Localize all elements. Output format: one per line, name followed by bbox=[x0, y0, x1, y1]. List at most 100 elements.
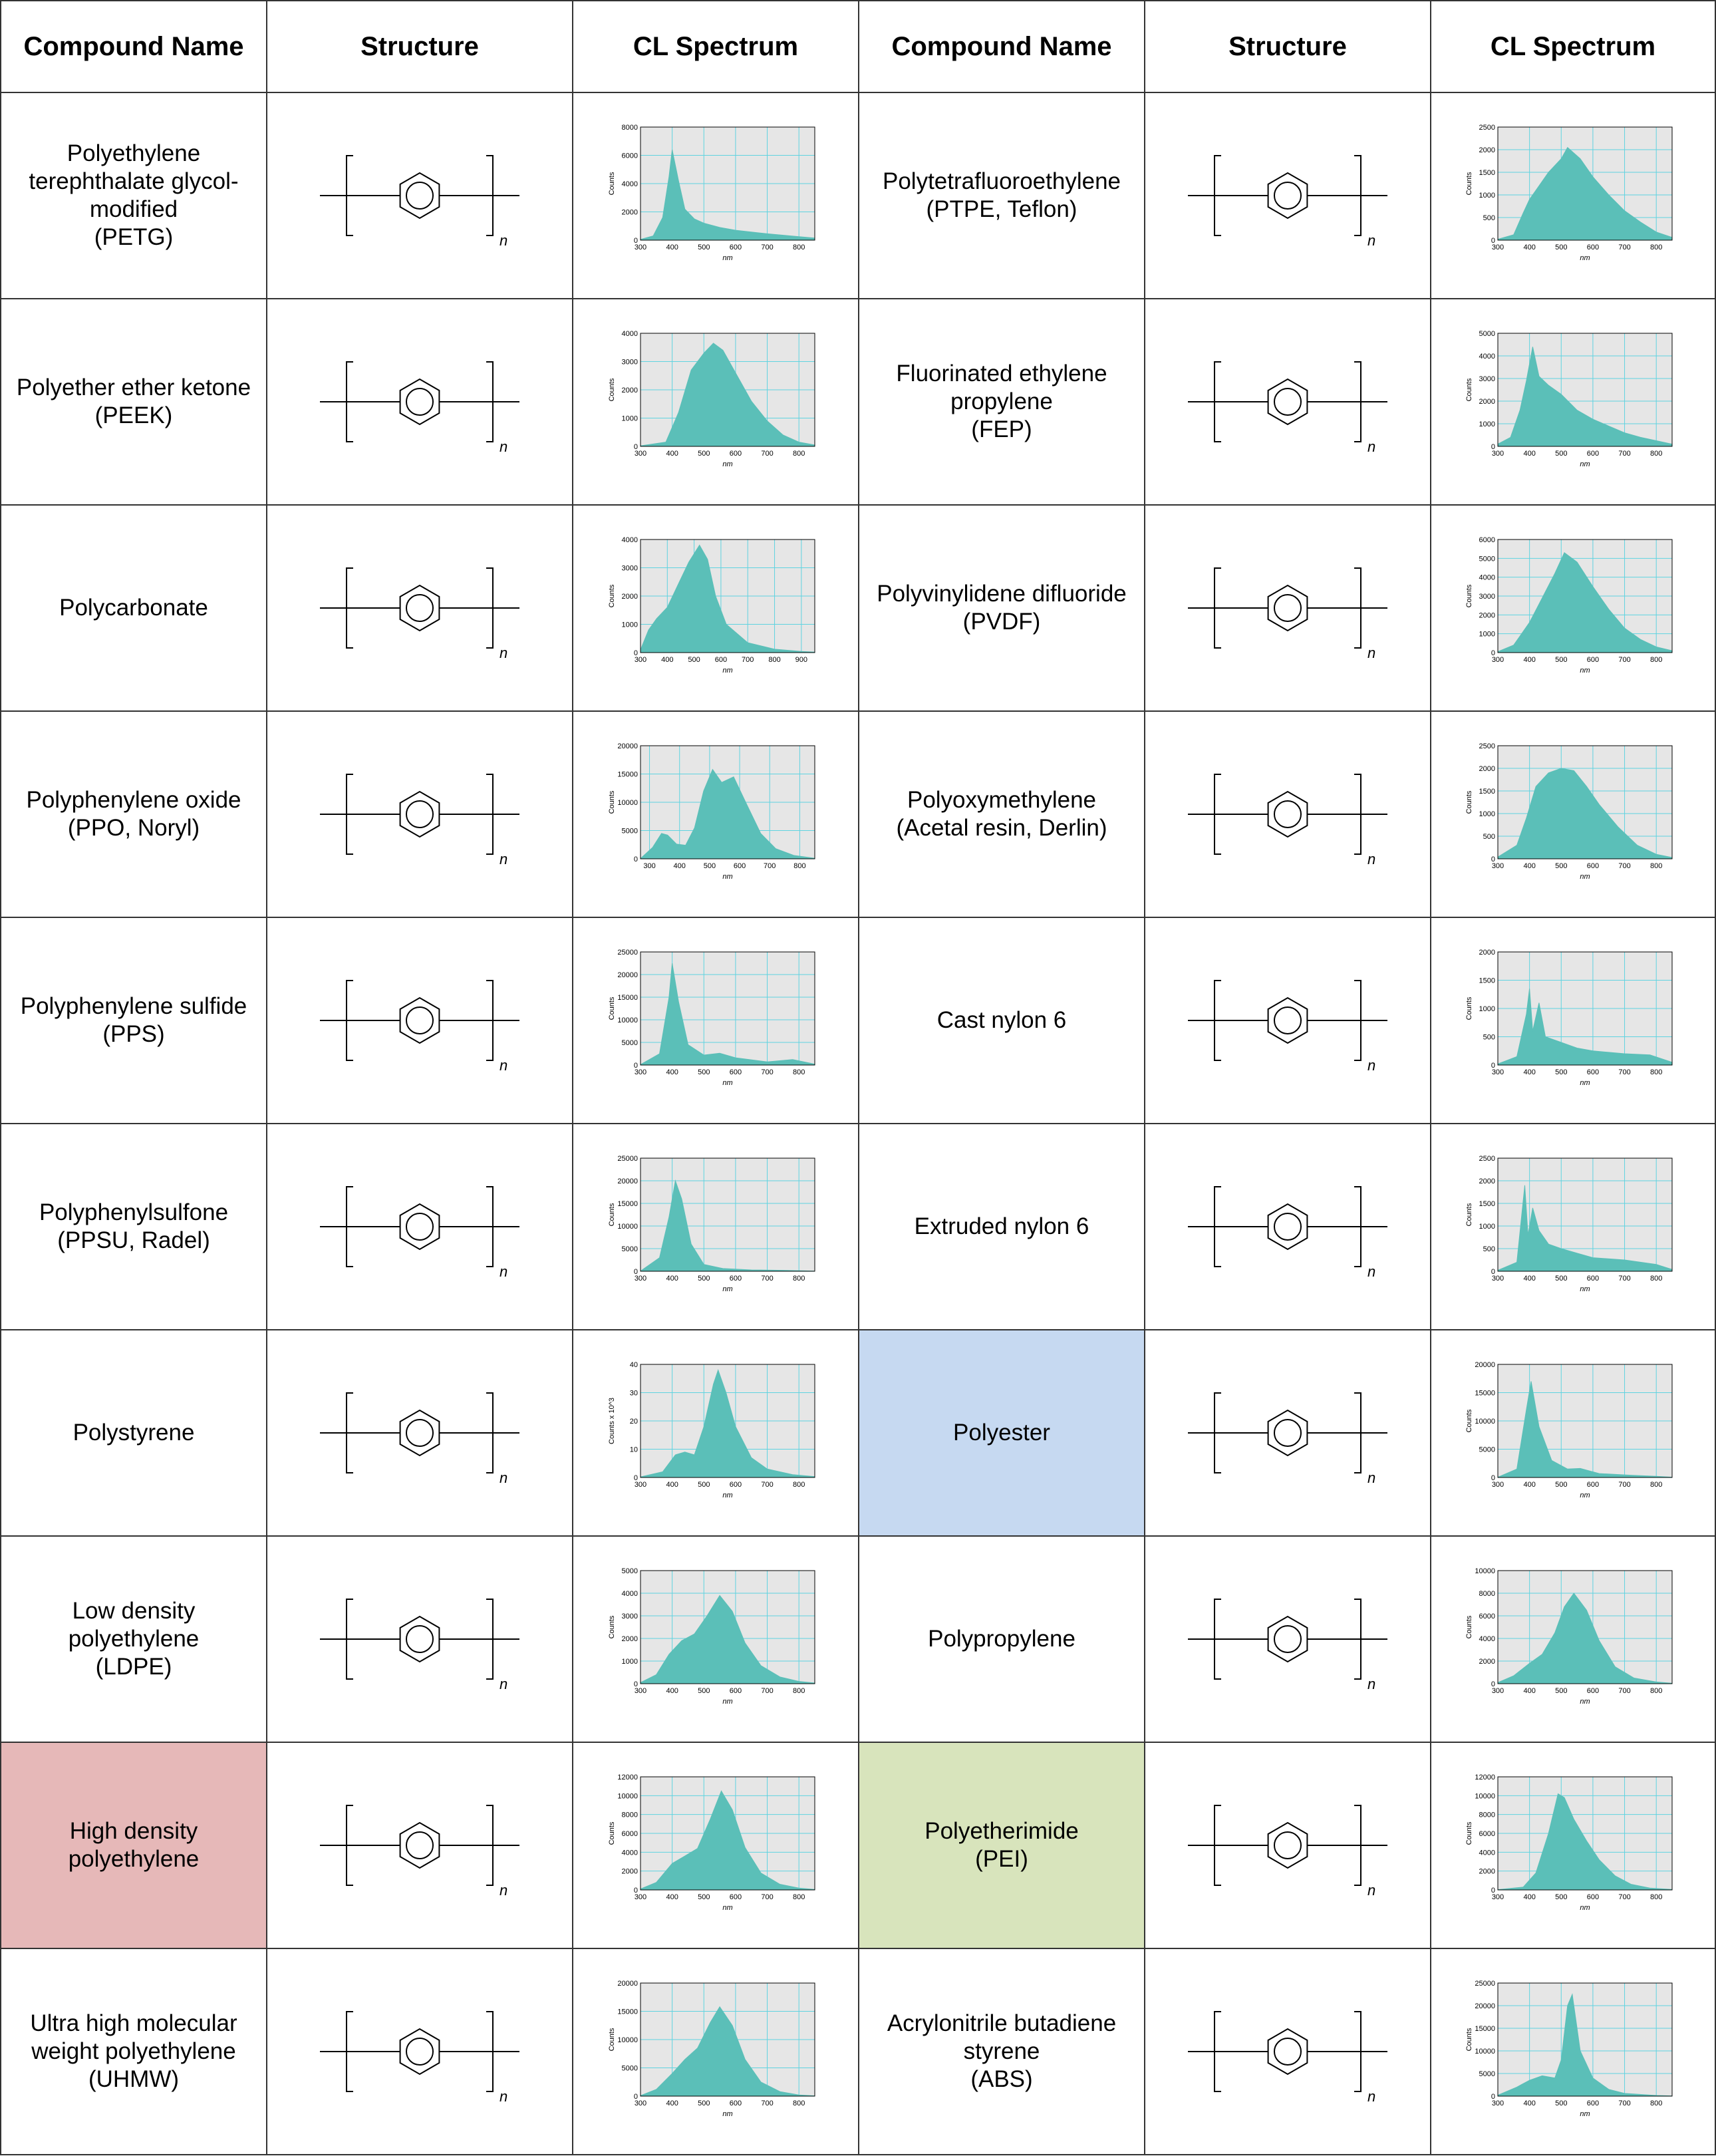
structure-drawing: n bbox=[320, 980, 519, 1074]
y-axis-label: Counts bbox=[1465, 584, 1473, 607]
spectrum-area bbox=[640, 1368, 815, 1478]
y-axis-label: Counts bbox=[1465, 997, 1473, 1020]
plot-frame bbox=[1497, 745, 1673, 859]
cl-spectrum-chart: 300 400 500 600 700 800 0 5000 10000 15000 20000 nm… bbox=[608, 742, 815, 881]
structure-cell: n bbox=[1144, 1948, 1431, 2155]
x-axis-label: nm bbox=[722, 1285, 732, 1293]
spectrum-cell: 300 400 500 600 700 800 0 5000 10000 15000 20000 nm… bbox=[572, 710, 859, 918]
structure-drawing: n bbox=[1188, 361, 1387, 455]
x-tick-label: 700 bbox=[761, 450, 773, 458]
spectrum-cell: 300 400 500 600 700 800 900 0 1000 2000 3000 4000 nm… bbox=[572, 504, 859, 712]
structure-drawing: n bbox=[320, 1805, 519, 1899]
x-tick-label: 400 bbox=[674, 862, 686, 870]
x-tick-label: 600 bbox=[1587, 656, 1599, 664]
y-tick-label: 0 bbox=[1491, 237, 1495, 245]
x-tick-label: 500 bbox=[698, 2099, 710, 2107]
cl-spectrum-chart: 300 400 500 600 700 800 900 0 1000 2000 3000 4000 nm… bbox=[608, 536, 815, 675]
x-tick-label: 400 bbox=[1523, 450, 1535, 458]
compound-name-cell: Polyphenylene oxide (PPO, Noryl) bbox=[0, 710, 267, 918]
cl-spectrum-chart: 300 400 500 600 700 800 0 500 1000 1500 2000 2500 nm… bbox=[1465, 742, 1673, 881]
structure-subscript: n bbox=[1367, 1469, 1375, 1486]
compound-name-cell: Polyphenylsulfone (PPSU, Radel) bbox=[0, 1123, 267, 1330]
structure-drawing: n bbox=[320, 361, 519, 455]
cl-spectrum-chart: 300 400 500 600 700 8000200040006000800010000… bbox=[1465, 1773, 1673, 1912]
x-axis-label: nm bbox=[722, 254, 732, 262]
y-tick-label: 2000 bbox=[622, 1635, 638, 1643]
compound-name-cell: Polystyrene bbox=[0, 1329, 267, 1537]
x-tick-label: 300 bbox=[635, 1893, 646, 1901]
compound-name-cell: Acrylonitrile butadiene styrene (ABS) bbox=[858, 1948, 1145, 2155]
x-tick-label: 500 bbox=[698, 1893, 710, 1901]
spectrum-area bbox=[640, 1790, 815, 1891]
y-tick-label: 10 bbox=[630, 1446, 638, 1454]
compound-name-cell: Polyethylene terephthalate glycol- modif… bbox=[0, 92, 267, 299]
x-axis-label: nm bbox=[722, 1904, 732, 1912]
cl-spectrum-chart: 300 400 500 600 700 800 0 5000 10000 15000 20000 25… bbox=[608, 949, 815, 1087]
header-compound-name: Compound Name bbox=[0, 0, 267, 93]
cl-spectrum-chart: 300 400 500 600 700 80002000400060008000nmCou… bbox=[608, 124, 815, 262]
y-tick-label: 15000 bbox=[617, 771, 638, 779]
x-tick-label: 300 bbox=[1492, 1687, 1504, 1695]
x-tick-label: 800 bbox=[768, 656, 780, 664]
y-tick-label: 3000 bbox=[622, 1613, 638, 1620]
structure-drawing: n bbox=[1188, 1392, 1387, 1486]
y-tick-label: 4000 bbox=[622, 536, 638, 544]
y-tick-label: 1500 bbox=[1479, 169, 1495, 177]
x-tick-label: 300 bbox=[1492, 656, 1504, 664]
x-tick-label: 800 bbox=[793, 243, 805, 251]
y-tick-label: 5000 bbox=[622, 828, 638, 836]
spectrum-area bbox=[640, 2006, 815, 2097]
y-tick-label: 20000 bbox=[617, 1177, 638, 1185]
y-axis-label: Counts x 10^3 bbox=[608, 1398, 616, 1444]
y-tick-label: 4000 bbox=[1479, 353, 1495, 361]
y-tick-label: 0 bbox=[1491, 1268, 1495, 1276]
structure-cell: n bbox=[266, 1948, 573, 2155]
x-tick-label: 400 bbox=[1523, 862, 1535, 870]
y-tick-label: 5000 bbox=[622, 1567, 638, 1575]
x-tick-label: 500 bbox=[698, 1068, 710, 1076]
x-tick-label: 300 bbox=[643, 862, 655, 870]
y-tick-label: 0 bbox=[1491, 855, 1495, 863]
x-tick-label: 800 bbox=[793, 1481, 805, 1489]
compound-name: Acrylonitrile butadiene styrene (ABS) bbox=[887, 2010, 1117, 2092]
y-tick-label: 20000 bbox=[617, 971, 638, 979]
y-tick-label: 1500 bbox=[1479, 1200, 1495, 1208]
x-axis-label: nm bbox=[722, 1491, 732, 1499]
y-tick-label: 20000 bbox=[1475, 1361, 1495, 1369]
y-tick-label: 3000 bbox=[622, 359, 638, 367]
y-tick-label: 15000 bbox=[1475, 2025, 1495, 2033]
y-tick-label: 2000 bbox=[1479, 765, 1495, 773]
structure-cell: n bbox=[266, 710, 573, 918]
plot-frame bbox=[640, 1364, 815, 1478]
x-tick-label: 500 bbox=[1555, 1275, 1567, 1283]
spectrum-cell: 300 400 500 600 700 800 0 5000 10000 15000 20000 25… bbox=[1430, 1948, 1716, 2155]
compound-name-cell: Fluorinated ethylene propylene (FEP) bbox=[858, 298, 1145, 506]
x-tick-label: 400 bbox=[1523, 1068, 1535, 1076]
structure-subscript: n bbox=[1367, 645, 1375, 661]
structure-drawing: n bbox=[1188, 2011, 1387, 2105]
structure-cell: n bbox=[266, 92, 573, 299]
compound-name: Ultra high molecular weight polyethylene… bbox=[30, 2010, 237, 2092]
y-tick-label: 2000 bbox=[1479, 398, 1495, 406]
x-tick-label: 700 bbox=[742, 656, 754, 664]
structure-subscript: n bbox=[1367, 851, 1375, 867]
y-tick-label: 0 bbox=[634, 443, 638, 451]
compound-name: Polyether ether ketone (PEEK) bbox=[16, 375, 251, 428]
x-tick-label: 300 bbox=[1492, 450, 1504, 458]
y-tick-label: 0 bbox=[1491, 1680, 1495, 1688]
plot-frame bbox=[1497, 1776, 1673, 1891]
compound-name-cell: Ultra high molecular weight polyethylene… bbox=[0, 1948, 267, 2155]
structure-drawing: n bbox=[1188, 980, 1387, 1074]
y-tick-label: 4000 bbox=[622, 330, 638, 338]
spectrum-area bbox=[1497, 1381, 1673, 1478]
x-tick-label: 400 bbox=[1523, 656, 1535, 664]
compound-name: Polyoxymethylene (Acetal resin, Derlin) bbox=[896, 787, 1107, 841]
compound-name: Extruded nylon 6 bbox=[914, 1213, 1089, 1239]
structure-subscript: n bbox=[1367, 1057, 1375, 1074]
y-tick-label: 0 bbox=[634, 855, 638, 863]
y-tick-label: 3000 bbox=[1479, 375, 1495, 383]
y-tick-label: 15000 bbox=[617, 1200, 638, 1208]
x-tick-label: 500 bbox=[688, 656, 700, 664]
y-tick-label: 4000 bbox=[1479, 1635, 1495, 1643]
compound-name-cell: Polyphenylene sulfide (PPS) bbox=[0, 917, 267, 1124]
